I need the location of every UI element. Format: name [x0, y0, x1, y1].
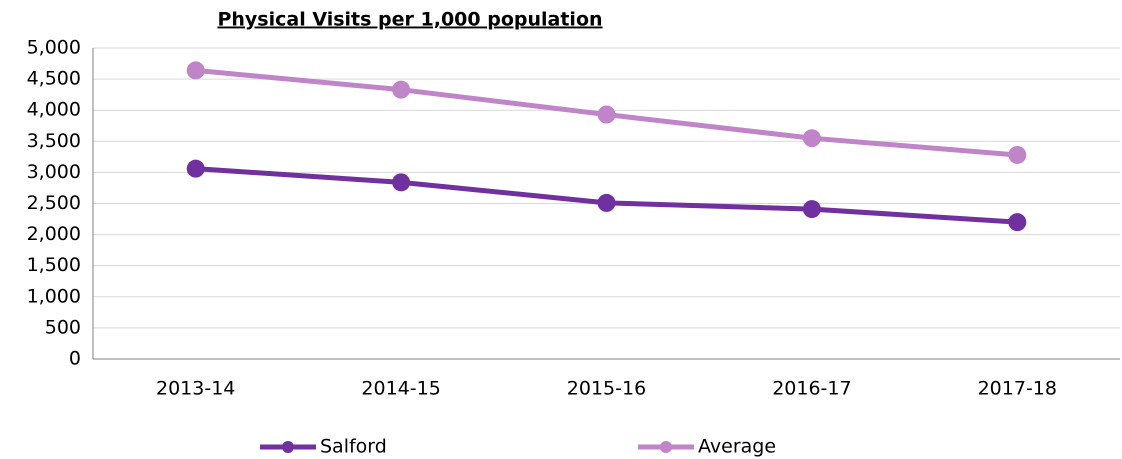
x-tick-label: 2017-18 [978, 378, 1057, 400]
y-tick-label: 4,500 [27, 68, 81, 90]
x-tick-label: 2013-14 [156, 378, 235, 400]
data-point [802, 200, 821, 219]
data-point [1008, 213, 1027, 232]
y-tick-label: 2,500 [27, 192, 81, 214]
legend-label: Salford [320, 436, 387, 458]
data-point [186, 61, 205, 80]
legend-label: Average [698, 436, 776, 458]
data-point [802, 129, 821, 148]
x-tick-label: 2015-16 [567, 378, 646, 400]
x-tick-label: 2014-15 [361, 378, 440, 400]
data-point [186, 159, 205, 178]
chart-title: Physical Visits per 1,000 population [217, 9, 602, 31]
x-tick-label: 2016-17 [772, 378, 851, 400]
data-point [1008, 145, 1027, 164]
y-tick-label: 3,500 [27, 130, 81, 152]
data-point [597, 105, 616, 124]
data-point [392, 80, 411, 99]
y-tick-label: 3,000 [27, 161, 81, 183]
y-tick-label: 1,500 [27, 254, 81, 276]
legend-marker [660, 441, 672, 453]
data-point [597, 193, 616, 212]
y-tick-label: 5,000 [27, 37, 81, 59]
y-tick-label: 4,000 [27, 99, 81, 121]
y-tick-label: 0 [69, 348, 81, 370]
legend-marker [282, 441, 294, 453]
y-tick-label: 2,000 [27, 223, 81, 245]
y-tick-label: 500 [45, 316, 81, 338]
data-point [392, 173, 411, 192]
y-tick-label: 1,000 [27, 285, 81, 307]
